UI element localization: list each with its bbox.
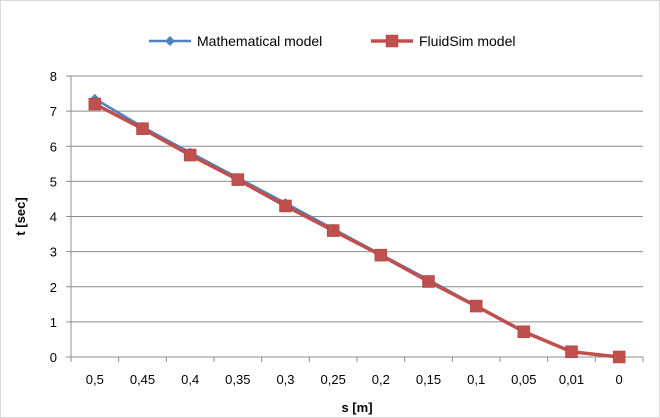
data-point [469,299,483,313]
legend-item-2: FluidSim model [371,33,515,49]
x-tick-label: 0,15 [416,372,441,387]
data-point [183,148,197,162]
x-tick-label: 0,25 [321,372,346,387]
x-tick-label: 0,1 [467,372,485,387]
series-layer [88,93,626,364]
data-point [374,248,388,262]
y-tick-label: 4 [50,210,57,225]
x-tick-label: 0,35 [225,372,250,387]
series-2 [88,97,626,364]
data-point [279,199,292,213]
x-tick-label: 0,2 [372,372,390,387]
axes: 0 1 2 3 4 5 6 7 8 0,5 0,45 0,4 0,35 0,3 0,25 0,2 0,15 0,1… [50,69,644,387]
data-point [231,173,245,186]
y-tick-label: 7 [50,104,57,119]
x-tick-label: 0,01 [559,372,584,387]
x-tick-label: 0,05 [511,372,536,387]
data-point [326,224,340,237]
y-tick-label: 8 [50,69,57,84]
data-point [612,350,626,364]
legend-label: Mathematical model [197,33,322,49]
x-tick-label: 0,45 [130,372,155,387]
x-tick-label: 0 [616,372,623,387]
y-tick-label: 2 [50,280,57,295]
legend-marker [385,34,399,48]
y-tick-label: 0 [50,350,57,365]
x-tick-label: 0,5 [86,372,104,387]
data-point [517,325,531,338]
legend-marker [165,36,175,46]
x-tick-label: 0,4 [181,372,199,387]
gridlines [71,75,643,323]
x-axis-title: s [m] [341,400,372,415]
y-tick-label: 5 [50,174,57,189]
y-tick-label: 6 [50,139,57,154]
data-point [136,122,149,135]
y-axis-title: t [sec] [13,197,28,235]
data-point [565,345,578,358]
y-tick-label: 3 [50,245,57,260]
legend: Mathematical model FluidSim model [149,33,515,49]
series-line [94,102,620,359]
data-point [88,97,102,111]
series-line [94,97,620,359]
legend-label: FluidSim model [419,33,515,49]
y-tick-label: 1 [50,315,57,330]
data-point [422,275,435,288]
legend-item-1: Mathematical model [149,33,322,49]
x-tick-label: 0,3 [276,372,294,387]
